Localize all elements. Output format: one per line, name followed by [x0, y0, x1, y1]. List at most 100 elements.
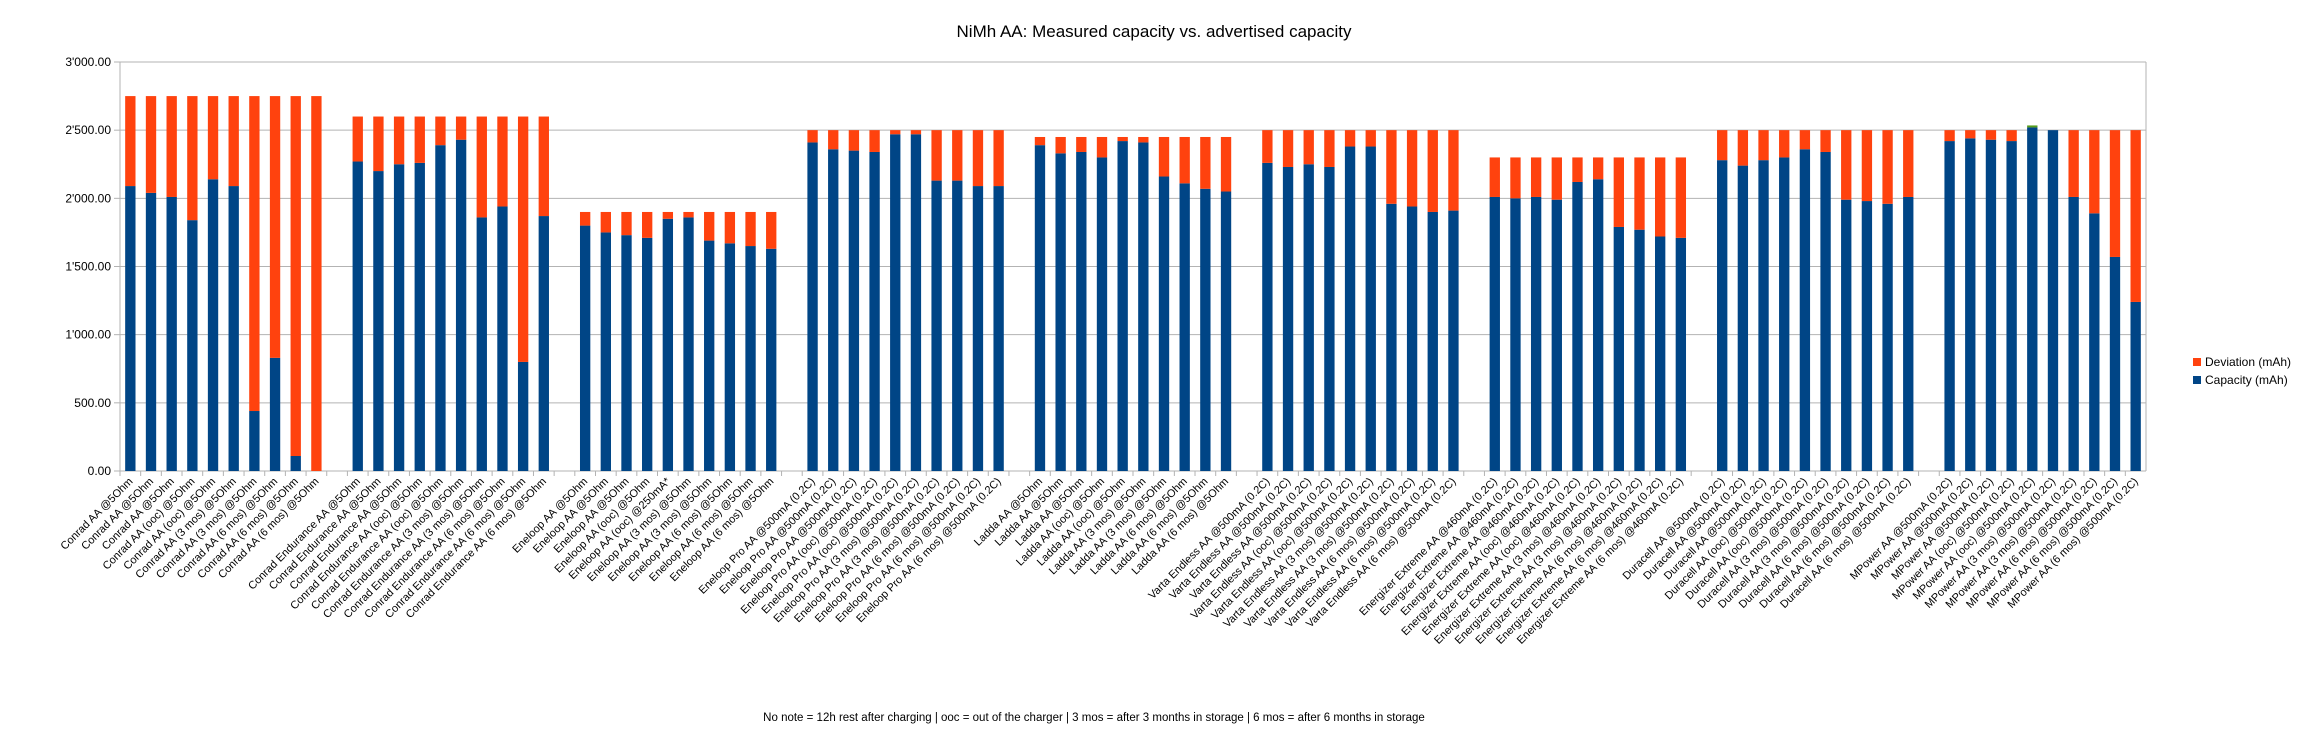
bar-capacity [579, 225, 591, 471]
bar-deviation [1944, 130, 1955, 142]
bar-capacity [517, 361, 529, 471]
bar-deviation [1303, 130, 1314, 165]
bar-capacity [352, 161, 363, 472]
bar-deviation [1138, 136, 1149, 143]
bar-deviation [1572, 157, 1583, 182]
bar-capacity [1179, 183, 1190, 471]
bar-deviation [1903, 130, 1914, 197]
bar-capacity [1510, 198, 1521, 472]
bar-deviation [1386, 130, 1397, 204]
bar-capacity [1158, 176, 1170, 471]
bar-deviation [2089, 130, 2100, 214]
bar-deviation [1427, 130, 1438, 212]
bar-capacity [393, 164, 405, 471]
bar-deviation [1262, 130, 1273, 163]
bar-capacity [166, 196, 177, 471]
bar-deviation [414, 116, 425, 163]
y-tick-label: 2'500.00 [65, 123, 111, 137]
bar-capacity [1386, 203, 1397, 471]
bar-capacity [600, 232, 611, 471]
bar-deviation [807, 130, 818, 143]
y-tick-label: 1'000.00 [65, 328, 111, 342]
bar-capacity [1303, 164, 1314, 471]
bar-deviation [972, 130, 984, 187]
bar-capacity [766, 248, 777, 471]
bar-capacity [1034, 145, 1046, 471]
bar-capacity [890, 134, 901, 472]
bar-capacity [931, 180, 942, 472]
bar-capacity [1200, 188, 1211, 472]
bar-deviation [352, 116, 363, 162]
bar-deviation [1034, 136, 1046, 146]
bar-capacity [2130, 301, 2141, 471]
bar-capacity [290, 456, 301, 471]
legend-label-deviation: Deviation (mAh) [2205, 355, 2291, 369]
bar-capacity [187, 220, 198, 471]
bar-deviation [1117, 136, 1128, 142]
bar-capacity [125, 186, 136, 471]
bar-excess [2027, 125, 2038, 128]
bar-capacity [828, 149, 839, 471]
bar-capacity [2027, 127, 2038, 471]
bar-deviation [828, 130, 839, 150]
bar-capacity [1324, 166, 1335, 471]
bar-capacity [848, 150, 860, 471]
bar-capacity [1282, 166, 1294, 471]
bar-deviation [683, 211, 694, 218]
bar-deviation [145, 96, 157, 193]
bar-capacity [1820, 151, 1831, 472]
bar-deviation [1282, 130, 1294, 167]
bar-capacity [662, 218, 674, 471]
bar-deviation [1655, 157, 1666, 237]
bar-deviation [869, 130, 880, 152]
bar-deviation [1055, 136, 1066, 154]
bar-capacity [435, 145, 446, 471]
bar-deviation [1882, 130, 1893, 204]
y-tick-label: 3'000.00 [65, 55, 111, 69]
bar-capacity [1551, 199, 1562, 472]
bar-capacity [1489, 196, 1500, 471]
bar-capacity [2109, 256, 2121, 471]
bar-capacity [869, 151, 880, 472]
bar-deviation [1158, 136, 1170, 177]
bar-capacity [621, 235, 632, 471]
bar-capacity [1262, 162, 1273, 472]
bar-capacity [538, 216, 549, 471]
bar-capacity [1117, 141, 1128, 471]
bar-deviation [1737, 130, 1749, 166]
bar-capacity [1530, 196, 1542, 471]
bar-capacity [476, 217, 487, 471]
bar-capacity [1779, 157, 1790, 471]
bar-capacity [1076, 151, 1087, 472]
bar-capacity [1717, 160, 1728, 471]
bar-capacity [1758, 160, 1769, 471]
bar-deviation [1179, 136, 1190, 184]
bar-deviation [2130, 130, 2141, 302]
bar-capacity [228, 186, 239, 471]
bar-capacity [1882, 203, 1893, 471]
bar-capacity [993, 186, 1004, 471]
bar-capacity [807, 142, 818, 472]
bar-deviation [1779, 130, 1790, 158]
bar-capacity [497, 206, 508, 471]
bar-capacity [2068, 196, 2079, 471]
bar-deviation [1200, 136, 1211, 189]
bar-deviation [311, 96, 322, 471]
bar-deviation [2068, 130, 2079, 197]
bar-deviation [745, 211, 756, 247]
chart-title: NiMh AA: Measured capacity vs. advertise… [957, 22, 1352, 41]
bar-capacity [1965, 138, 1976, 471]
footnote: No note = 12h rest after charging | ooc … [763, 712, 1425, 724]
y-axis-ticks: 0.00 500.00 1'000.00 1'500.00 2'000.00 2'500.… [65, 55, 120, 478]
bar-deviation [2006, 130, 2017, 142]
bar-deviation [1758, 130, 1769, 161]
bar-deviation [1841, 130, 1852, 200]
bar-deviation [455, 116, 467, 140]
bar-deviation [1220, 136, 1232, 192]
bar-deviation [621, 211, 632, 236]
bar-deviation [538, 116, 549, 217]
bar-deviation [1820, 130, 1831, 152]
bar-capacity [745, 246, 756, 471]
